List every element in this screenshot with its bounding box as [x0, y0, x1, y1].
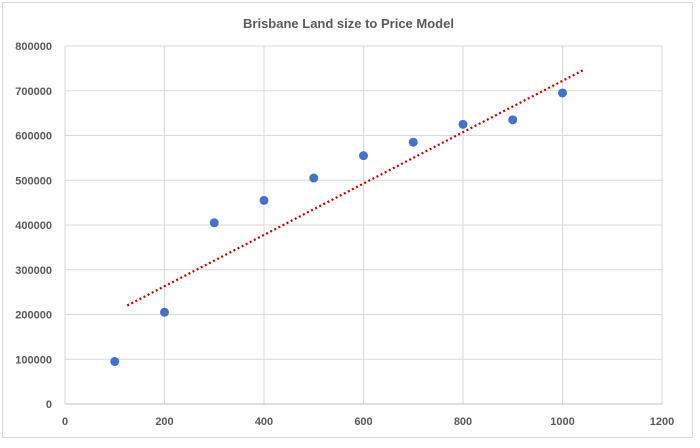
y-tick-label: 100000	[15, 354, 52, 366]
y-tick-label: 700000	[15, 86, 52, 98]
y-tick-label: 0	[46, 399, 52, 411]
axes	[64, 46, 662, 405]
x-tick-label: 1200	[650, 416, 674, 428]
chart-title: Brisbane Land size to Price Model	[243, 16, 454, 31]
y-tick-label: 300000	[15, 265, 52, 277]
data-points	[110, 88, 567, 366]
y-tick-label: 200000	[15, 310, 52, 322]
data-point	[160, 307, 169, 317]
x-tick-labels: 0 200 400 600 800 1000 1200	[62, 416, 674, 428]
data-point	[558, 88, 567, 98]
x-tick-label: 1000	[550, 416, 574, 428]
data-point	[309, 173, 319, 183]
data-point	[508, 115, 518, 125]
data-point	[359, 151, 368, 161]
trendline-group	[126, 68, 586, 307]
trendline	[126, 68, 586, 307]
chart-frame: Brisbane Land size to Price Model	[2, 2, 693, 438]
y-tick-labels: 0 100000 200000 300000 400000 500000 600000 700…	[15, 41, 52, 411]
x-tick-label: 200	[155, 416, 173, 428]
x-tick-label: 600	[354, 416, 372, 428]
y-tick-label: 500000	[15, 175, 52, 187]
gridlines	[65, 45, 663, 404]
x-tick-label: 0	[62, 416, 68, 428]
data-point	[110, 356, 120, 366]
data-point	[458, 119, 468, 129]
y-tick-label: 800000	[15, 41, 52, 53]
data-point	[209, 218, 219, 228]
x-tick-label: 400	[255, 416, 273, 428]
y-tick-label: 600000	[15, 131, 52, 143]
y-tick-label: 400000	[15, 220, 52, 232]
data-point	[259, 195, 269, 205]
data-point	[408, 137, 418, 147]
x-tick-label: 800	[454, 416, 472, 428]
